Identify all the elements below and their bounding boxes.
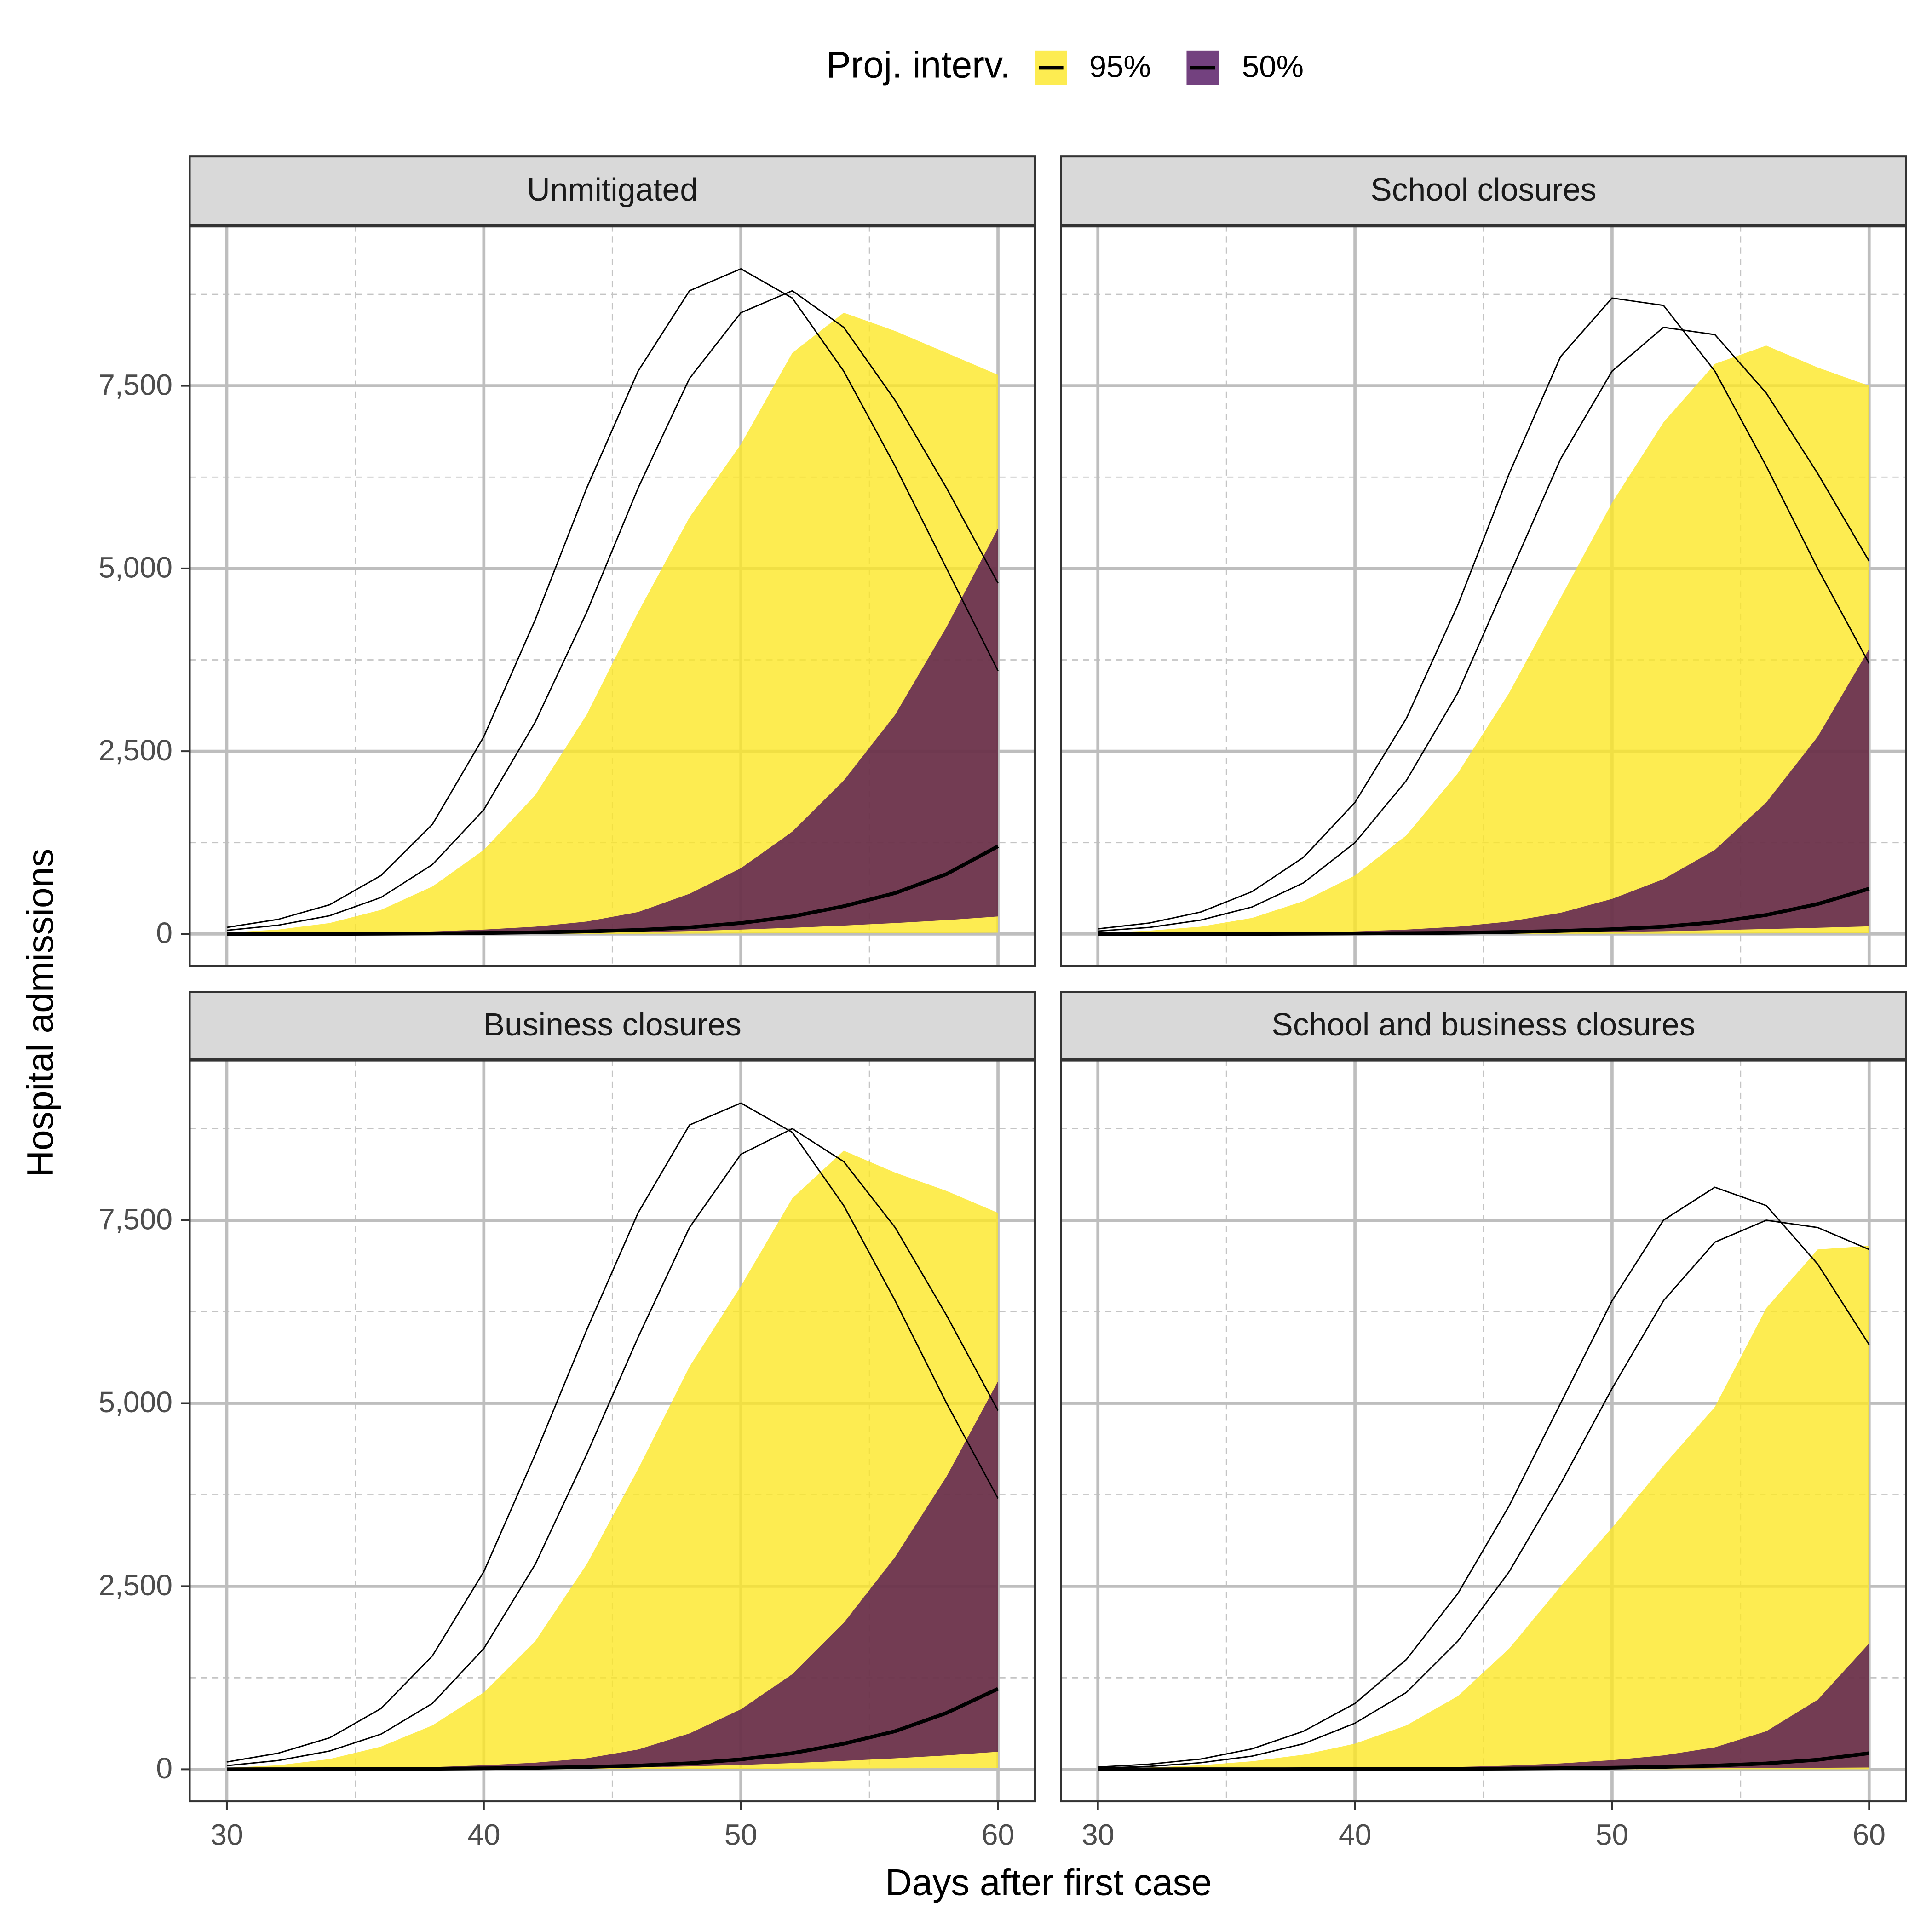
interval-band <box>226 1381 998 1770</box>
x-tick-label: 50 <box>1596 1818 1628 1852</box>
x-tick-label: 60 <box>1853 1818 1886 1852</box>
y-tick-label: 5,000 <box>98 551 172 584</box>
y-tick-label: 7,500 <box>98 368 172 401</box>
interval-band <box>226 312 998 934</box>
x-axis-label: Days after first case <box>886 1862 1212 1903</box>
interval-band <box>1098 345 1869 934</box>
x-tick-label: 30 <box>210 1818 243 1852</box>
trajectory-line <box>226 268 999 928</box>
trajectory-line <box>1098 326 1870 932</box>
interval-band <box>226 528 998 934</box>
x-tick-label: 60 <box>982 1818 1014 1852</box>
panel-title: School and business closures <box>1271 1006 1695 1042</box>
trajectory-line <box>226 1127 999 1766</box>
x-tick-label: 40 <box>467 1818 500 1852</box>
y-tick-label: 5,000 <box>98 1386 172 1419</box>
median-line <box>226 1687 999 1771</box>
y-tick-label: 0 <box>156 916 172 949</box>
legend-label: 50% <box>1242 50 1304 84</box>
trajectory-line <box>1098 1186 1870 1768</box>
y-axis-label: Hospital admissions <box>20 849 61 1177</box>
interval-band <box>1098 1643 1869 1770</box>
panel-title: Unmitigated <box>527 172 698 207</box>
trajectory-line <box>226 290 999 931</box>
x-tick-label: 30 <box>1081 1818 1114 1852</box>
y-tick-label: 0 <box>156 1752 172 1785</box>
strip <box>189 155 1036 227</box>
interval-band <box>1098 649 1869 934</box>
median-line <box>1098 887 1870 936</box>
strip <box>1060 155 1907 227</box>
interval-band <box>226 1150 998 1770</box>
legend-title: Proj. interv. <box>826 45 1010 86</box>
legend-label: 95% <box>1089 50 1151 84</box>
median-line <box>1098 1751 1869 1771</box>
panel-title: Business closures <box>483 1006 742 1042</box>
x-tick-label: 40 <box>1339 1818 1371 1852</box>
strip <box>1060 991 1907 1061</box>
y-tick-label: 2,500 <box>98 1569 172 1602</box>
trajectory-line <box>1098 1219 1869 1769</box>
median-line <box>226 845 999 936</box>
panel-title: School closures <box>1370 172 1596 207</box>
y-tick-label: 2,500 <box>98 734 172 767</box>
x-tick-label: 50 <box>724 1818 757 1852</box>
interval-band <box>1098 1246 1869 1770</box>
trajectory-line <box>1098 297 1870 930</box>
strip <box>189 991 1036 1061</box>
y-tick-label: 7,500 <box>98 1202 172 1236</box>
trajectory-line <box>226 1102 999 1763</box>
